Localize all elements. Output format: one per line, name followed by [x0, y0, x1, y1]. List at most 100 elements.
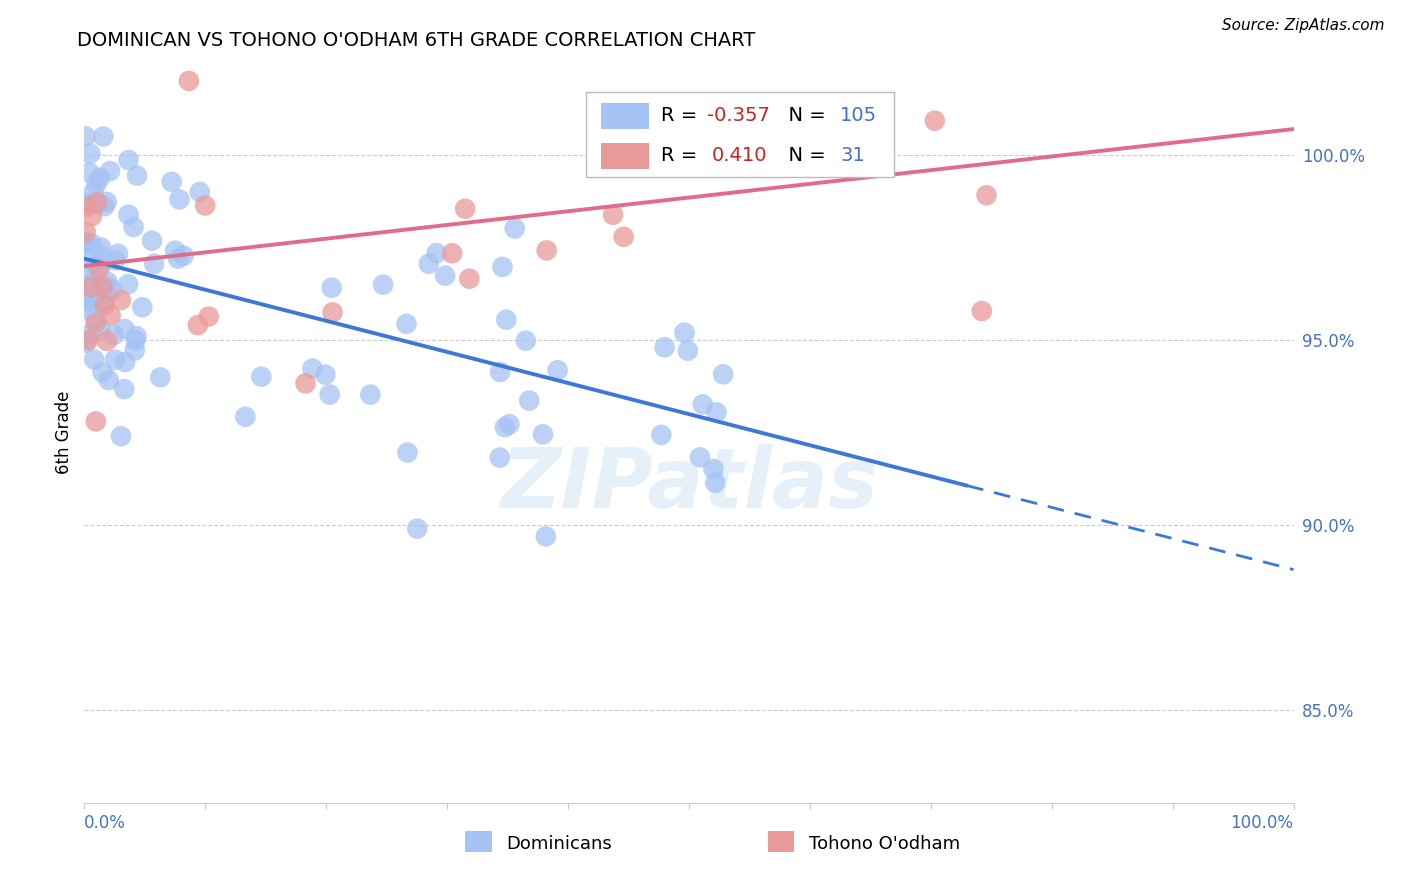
Point [86, 197, 108, 211]
Point [77, 195, 100, 210]
Point [534, 529, 557, 543]
Point [547, 363, 569, 377]
Text: R =: R = [661, 106, 703, 126]
Point [75, 235, 97, 249]
Point [458, 271, 481, 285]
Point [187, 318, 209, 332]
Point [188, 185, 211, 199]
Point [86, 177, 108, 191]
Text: N =: N = [776, 146, 832, 165]
Point [125, 329, 148, 343]
Point [165, 244, 187, 258]
FancyBboxPatch shape [586, 92, 894, 178]
Point [173, 249, 195, 263]
Point [489, 365, 512, 379]
Point [711, 368, 734, 382]
Point [536, 244, 558, 258]
Point [125, 169, 148, 183]
Point [613, 229, 636, 244]
Point [75, 294, 97, 309]
FancyBboxPatch shape [600, 103, 650, 128]
Point [124, 334, 146, 348]
Point [498, 417, 520, 432]
Point [90, 249, 112, 263]
Point [83, 185, 105, 199]
Point [117, 277, 139, 292]
Point [491, 260, 513, 274]
Point [83, 352, 105, 367]
Point [75, 238, 97, 252]
Point [91, 365, 114, 379]
Point [110, 293, 132, 307]
Point [117, 208, 139, 222]
Point [107, 247, 129, 261]
Y-axis label: 6th Grade: 6th Grade [55, 391, 73, 475]
Point [197, 310, 219, 324]
Text: DOMINICAN VS TOHONO O'ODHAM 6TH GRADE CORRELATION CHART: DOMINICAN VS TOHONO O'ODHAM 6TH GRADE CO… [77, 31, 755, 50]
Point [80, 236, 103, 251]
Point [706, 405, 728, 419]
Point [395, 317, 418, 331]
Point [976, 188, 998, 202]
Point [79, 166, 101, 180]
Point [294, 376, 316, 391]
Point [103, 328, 125, 343]
Point [93, 298, 115, 312]
Point [87, 291, 110, 305]
Point [77, 327, 100, 342]
Point [90, 241, 112, 255]
Point [124, 343, 146, 358]
Point [454, 202, 477, 216]
Point [531, 427, 554, 442]
Point [141, 234, 163, 248]
Point [79, 146, 101, 161]
Point [143, 257, 166, 271]
Point [689, 450, 711, 465]
Point [194, 198, 217, 212]
Point [76, 200, 98, 214]
Point [96, 194, 118, 209]
Point [177, 74, 200, 88]
Point [75, 225, 97, 239]
Point [97, 373, 120, 387]
Point [131, 300, 153, 314]
FancyBboxPatch shape [768, 831, 794, 853]
Point [122, 220, 145, 235]
Point [91, 280, 114, 294]
Point [75, 129, 97, 144]
Point [96, 279, 118, 293]
Point [83, 275, 105, 289]
Point [117, 153, 139, 167]
Point [75, 279, 97, 293]
Point [90, 258, 112, 272]
Point [75, 335, 97, 350]
Point [650, 428, 672, 442]
Point [149, 370, 172, 384]
Point [669, 159, 692, 173]
Point [924, 113, 946, 128]
Point [406, 522, 429, 536]
Point [301, 361, 323, 376]
Point [75, 247, 97, 261]
Point [100, 309, 122, 323]
Point [75, 287, 97, 301]
Point [321, 305, 343, 319]
Text: 105: 105 [841, 106, 877, 126]
Point [77, 302, 100, 317]
Point [114, 355, 136, 369]
Text: 31: 31 [841, 146, 865, 165]
Point [742, 157, 765, 171]
Text: 0.0%: 0.0% [84, 814, 127, 832]
Point [91, 129, 114, 144]
Point [235, 409, 257, 424]
Point [602, 208, 624, 222]
Point [112, 322, 135, 336]
Point [515, 334, 537, 348]
Point [93, 199, 115, 213]
Text: Tohono O'odham: Tohono O'odham [808, 835, 960, 853]
Point [84, 414, 107, 428]
Point [673, 326, 696, 340]
Point [426, 246, 449, 260]
Point [321, 281, 343, 295]
Point [702, 462, 724, 476]
